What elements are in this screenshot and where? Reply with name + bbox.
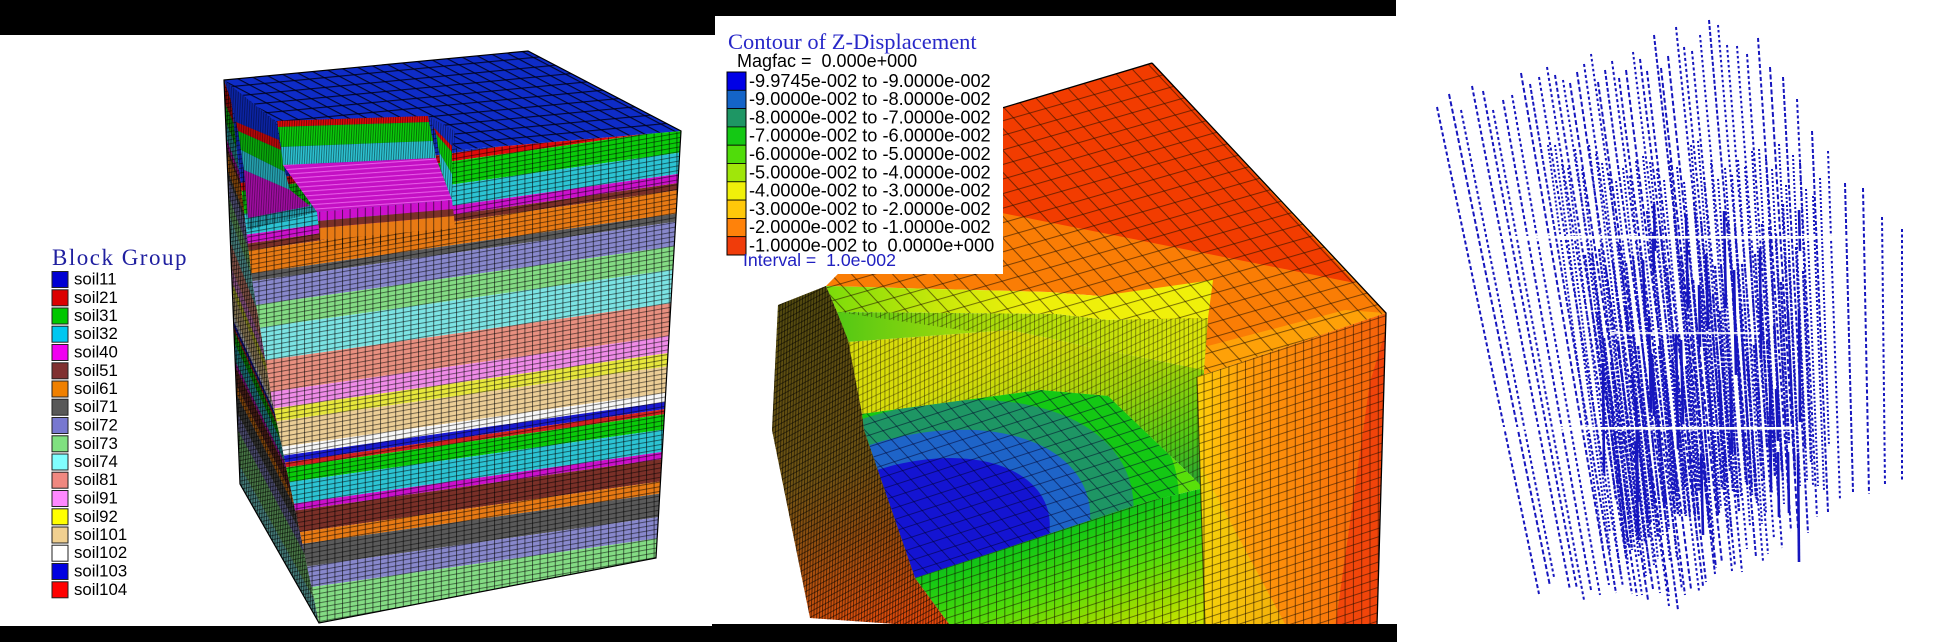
svg-text:soil51: soil51 [74, 361, 118, 380]
svg-text:soil74: soil74 [74, 452, 118, 471]
svg-text:soil104: soil104 [74, 580, 127, 599]
svg-text:-2.0000e-002 to -1.0000e-002: -2.0000e-002 to -1.0000e-002 [749, 217, 991, 237]
svg-text:-9.0000e-002 to -8.0000e-002: -9.0000e-002 to -8.0000e-002 [749, 89, 991, 109]
svg-text:-3.0000e-002 to -2.0000e-002: -3.0000e-002 to -2.0000e-002 [749, 199, 991, 219]
svg-text:soil11: soil11 [74, 270, 117, 289]
svg-text:-8.0000e-002 to -7.0000e-002: -8.0000e-002 to -7.0000e-002 [749, 107, 991, 127]
svg-text:soil92: soil92 [74, 507, 118, 526]
svg-text:-1.0000e-002 to 0.0000e+000: -1.0000e-002 to 0.0000e+000 [749, 236, 994, 256]
svg-text:Magfac = 0.000e+000: Magfac = 0.000e+000 [737, 51, 917, 71]
svg-text:soil31: soil31 [74, 306, 118, 325]
svg-text:soil91: soil91 [74, 489, 118, 508]
svg-text:soil21: soil21 [74, 288, 118, 307]
svg-text:Block Group: Block Group [52, 245, 188, 270]
svg-text:-6.0000e-002 to -5.0000e-002: -6.0000e-002 to -5.0000e-002 [749, 144, 991, 164]
svg-text:soil72: soil72 [74, 416, 118, 435]
svg-text:soil81: soil81 [74, 470, 118, 489]
svg-text:soil61: soil61 [74, 379, 118, 398]
svg-text:soil40: soil40 [74, 343, 118, 362]
svg-text:soil71: soil71 [74, 397, 118, 416]
svg-text:-7.0000e-002 to -6.0000e-002: -7.0000e-002 to -6.0000e-002 [749, 126, 991, 146]
svg-text:soil32: soil32 [74, 324, 118, 343]
svg-text:soil73: soil73 [74, 434, 118, 453]
svg-text:soil103: soil103 [74, 562, 127, 581]
svg-text:soil102: soil102 [74, 543, 127, 562]
svg-text:-9.9745e-002 to -9.0000e-002: -9.9745e-002 to -9.0000e-002 [749, 71, 991, 91]
svg-text:Interval = 1.0e-002: Interval = 1.0e-002 [743, 250, 896, 270]
svg-text:-4.0000e-002 to -3.0000e-002: -4.0000e-002 to -3.0000e-002 [749, 181, 991, 201]
svg-text:Contour of Z-Displacement: Contour of Z-Displacement [728, 29, 977, 54]
svg-text:-5.0000e-002 to -4.0000e-002: -5.0000e-002 to -4.0000e-002 [749, 162, 991, 182]
svg-text:soil101: soil101 [74, 525, 127, 544]
